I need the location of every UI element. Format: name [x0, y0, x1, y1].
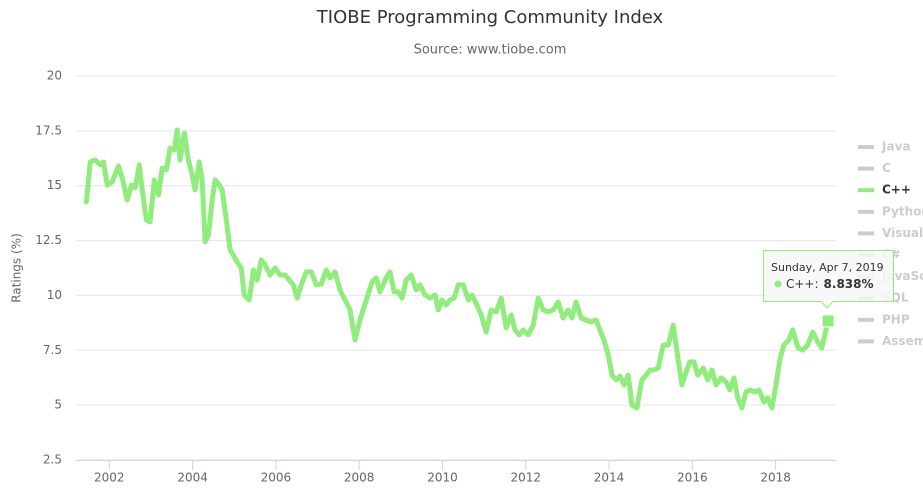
tooltip-date: Sunday, Apr 7, 2019: [771, 261, 884, 274]
y-axis-label: Ratings (%): [10, 233, 24, 303]
y-tick-label: 5: [54, 398, 62, 412]
y-tick-label: 17.5: [35, 123, 62, 137]
y-tick-label: 7.5: [43, 343, 62, 357]
x-tick-label: 2008: [344, 471, 375, 485]
legend-item: Visual Basic .NET: [882, 226, 923, 240]
hover-marker: [821, 314, 835, 328]
x-tick-label: 2016: [677, 471, 708, 485]
x-tick-label: 2012: [510, 471, 541, 485]
tooltip-dot: [774, 280, 782, 288]
x-tick-label: 2018: [760, 471, 791, 485]
tooltip: Sunday, Apr 7, 2019 C++: 8.838%: [763, 250, 894, 309]
y-tick-label: 20: [47, 69, 62, 83]
x-tick-label: 2006: [261, 471, 292, 485]
legend-item: Java: [881, 140, 910, 154]
y-tick-label: 12.5: [35, 233, 62, 247]
chart-title: TIOBE Programming Community Index: [316, 7, 664, 28]
y-tick-label: 2.5: [43, 453, 62, 467]
chart-subtitle: Source: www.tiobe.com: [414, 43, 567, 58]
legend-item: Assembly language: [882, 334, 923, 348]
series-line: [83, 127, 831, 411]
legend-item: Python: [882, 204, 923, 218]
tooltip-box: [763, 250, 894, 309]
legend-item: C++: [882, 183, 911, 197]
x-tick-label: 2010: [427, 471, 458, 485]
legend-item: C: [882, 161, 891, 175]
x-tick-label: 2014: [594, 471, 625, 485]
tooltip-value: 8.838%: [824, 277, 874, 291]
y-tick-label: 10: [47, 288, 62, 302]
tooltip-label: C++:: [786, 277, 819, 291]
legend-item: PHP: [882, 312, 910, 326]
x-tick-label: 2004: [177, 471, 208, 485]
y-tick-label: 15: [47, 178, 62, 192]
tooltip-line: C++: 8.838%: [786, 277, 874, 291]
x-tick-label: 2002: [94, 471, 125, 485]
